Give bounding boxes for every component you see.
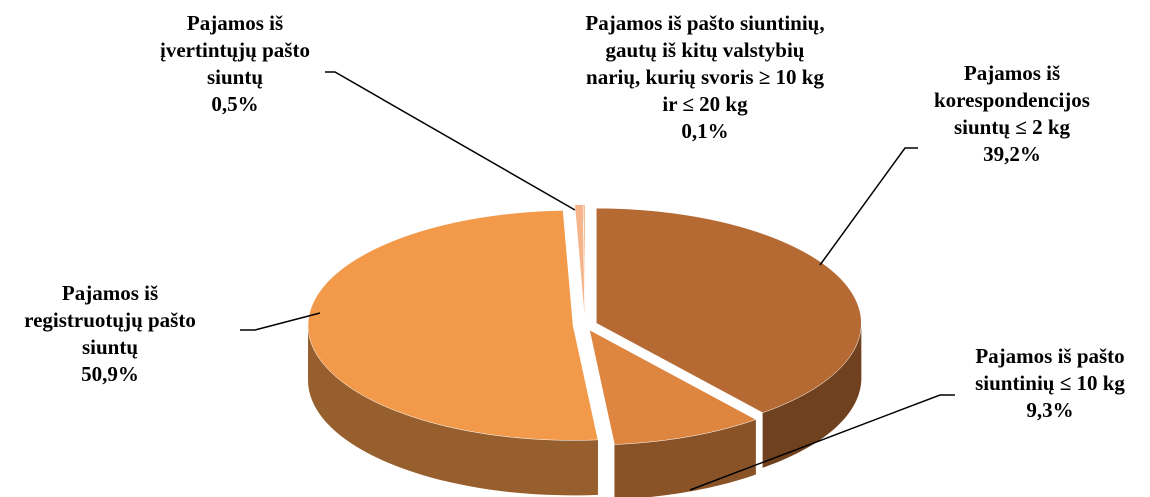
slice [574, 204, 585, 320]
category-label: Pajamos iš pašto siuntinių ≤ 10 kg [975, 344, 1125, 395]
slice-side [308, 325, 598, 496]
slice [596, 207, 862, 413]
leader-line [240, 312, 321, 331]
leader-line [325, 71, 576, 211]
value-label: 39,2% [983, 142, 1041, 166]
category-label: Pajamos iš registruotųjų pašto siuntų [24, 281, 196, 359]
category-label: Pajamos iš pašto siuntinių, gautų iš kit… [585, 11, 825, 116]
slice-label: Pajamos iš įvertintųjų pašto siuntų 0,5% [140, 10, 330, 118]
leader-line [689, 394, 955, 491]
slice [307, 210, 599, 441]
slice-side-shade [308, 325, 598, 496]
value-label: 0,5% [211, 92, 259, 116]
category-label: Pajamos iš įvertintųjų pašto siuntų [160, 11, 310, 89]
slice [583, 204, 586, 320]
slice-side-shade [762, 323, 862, 468]
slice-side [762, 323, 862, 468]
category-label: Pajamos iš korespondencijos siuntų ≤ 2 k… [934, 61, 1090, 139]
slice-label: Pajamos iš pašto siuntinių ≤ 10 kg 9,3% [950, 343, 1150, 424]
leader-line [819, 147, 918, 266]
value-label: 9,3% [1026, 398, 1074, 422]
value-label: 50,9% [81, 362, 139, 386]
value-label: 0,1% [681, 119, 729, 143]
slice-label: Pajamos iš pašto siuntinių, gautų iš kit… [585, 10, 825, 145]
slice [589, 329, 757, 445]
slice-label: Pajamos iš korespondencijos siuntų ≤ 2 k… [917, 60, 1107, 168]
slice-label: Pajamos iš registruotųjų pašto siuntų 50,… [0, 280, 220, 388]
